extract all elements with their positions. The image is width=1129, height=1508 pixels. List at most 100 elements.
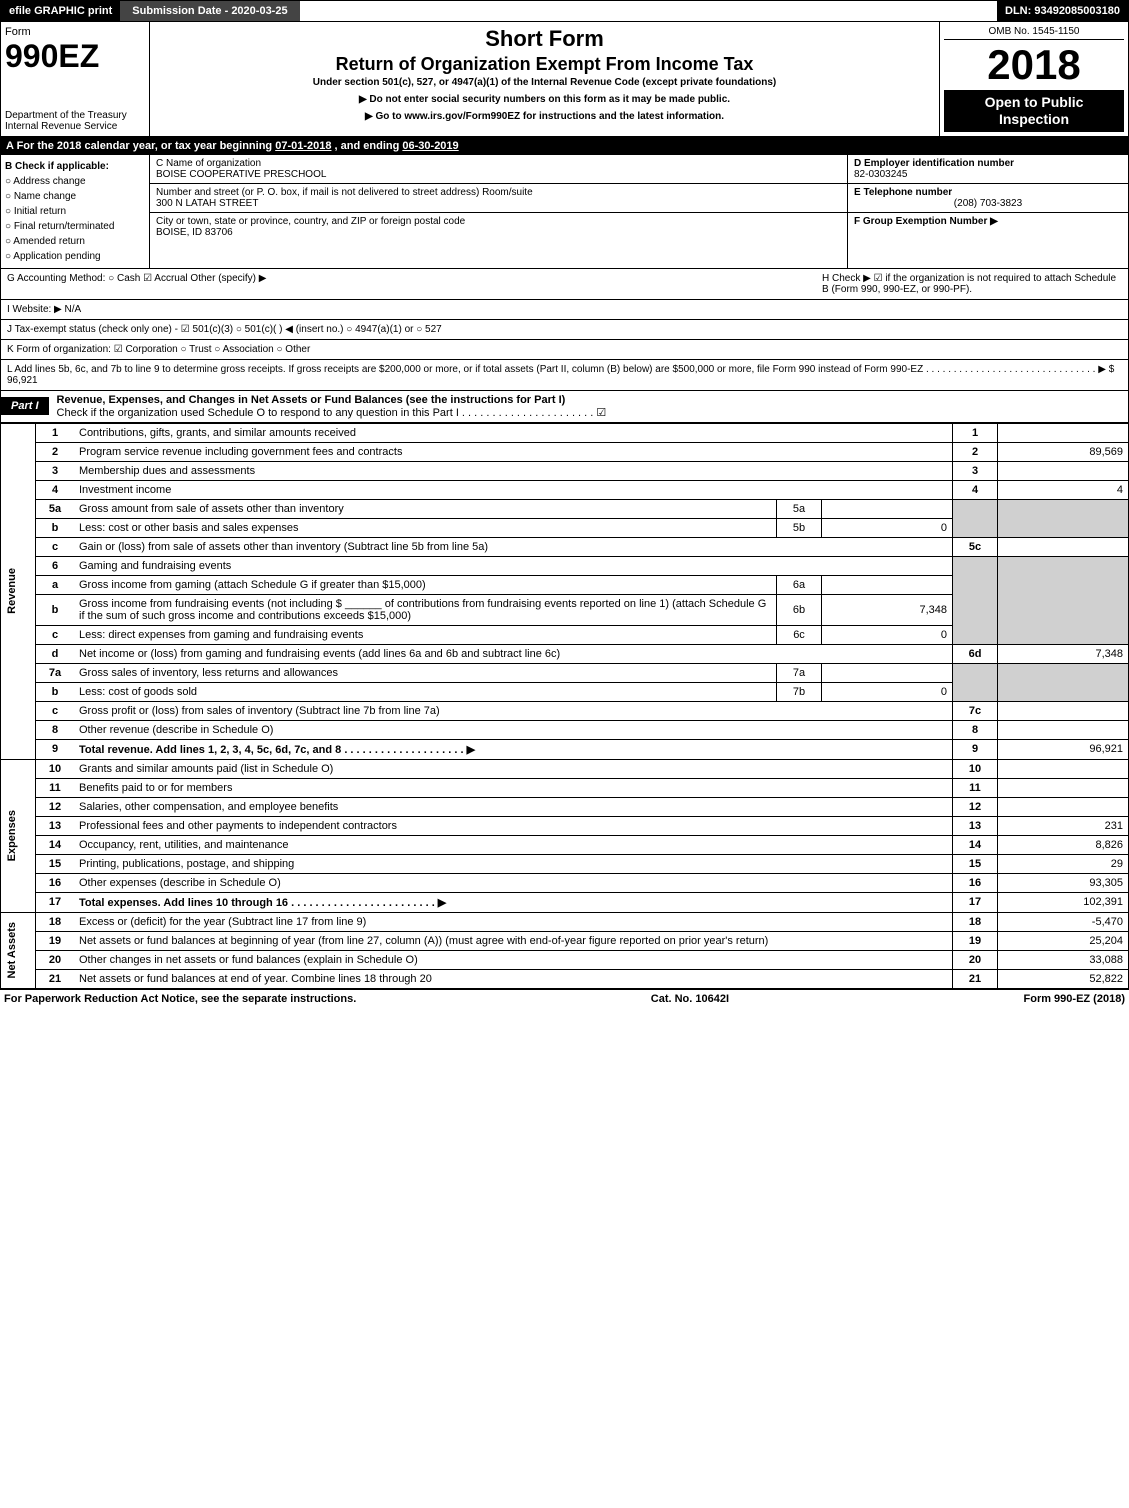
org-city: BOISE, ID 83706: [156, 227, 841, 238]
r20-val: 33,088: [998, 950, 1129, 969]
r6b-mv: 7,348: [822, 594, 953, 625]
r5c-val: [998, 537, 1129, 556]
check-amended: ○ Amended return: [5, 234, 145, 249]
form-number: 990EZ: [5, 40, 145, 72]
r7a-gray2: [998, 663, 1129, 701]
r15-num: 15: [36, 854, 75, 873]
footer-right: Form 990-EZ (2018): [1024, 993, 1125, 1005]
row-5a: 5a Gross amount from sale of assets othe…: [1, 499, 1129, 518]
r13-text: Professional fees and other payments to …: [79, 820, 397, 832]
r17-rn: 17: [953, 892, 998, 912]
r10-val: [998, 759, 1129, 778]
r14-val: 8,826: [998, 835, 1129, 854]
taxyear-begin: 07-01-2018: [275, 140, 331, 152]
footer-mid: Cat. No. 10642I: [651, 993, 729, 1005]
check-pending: ○ Application pending: [5, 249, 145, 264]
row-4: 4 Investment income 4 4: [1, 480, 1129, 499]
r20-num: 20: [36, 950, 75, 969]
r19-num: 19: [36, 931, 75, 950]
org-name-row: C Name of organization BOISE COOPERATIVE…: [150, 155, 847, 184]
r4-text: Investment income: [79, 484, 171, 496]
section-b-checks: B Check if applicable: ○ Address change …: [1, 155, 150, 268]
r6b-mn: 6b: [777, 594, 822, 625]
short-form-title: Short Form: [156, 26, 933, 52]
row-11: 11 Benefits paid to or for members 11: [1, 778, 1129, 797]
line-l: L Add lines 5b, 6c, and 7b to line 9 to …: [0, 360, 1129, 391]
line-g-h: G Accounting Method: ○ Cash ☑ Accrual Ot…: [0, 269, 1129, 300]
org-city-label: City or town, state or province, country…: [156, 216, 841, 227]
r10-text: Grants and similar amounts paid (list in…: [79, 763, 333, 775]
row-7c: c Gross profit or (loss) from sales of i…: [1, 701, 1129, 720]
check-amended-label: Amended return: [13, 236, 85, 247]
r5c-rn: 5c: [953, 537, 998, 556]
side-revenue: Revenue: [1, 423, 36, 759]
group-label: F Group Exemption Number ▶: [854, 216, 1122, 227]
r14-text: Occupancy, rent, utilities, and maintena…: [79, 839, 289, 851]
r19-text: Net assets or fund balances at beginning…: [79, 935, 768, 947]
r21-rn: 21: [953, 969, 998, 988]
header-left: Form 990EZ Department of the Treasury In…: [1, 22, 150, 136]
efile-label: efile GRAPHIC print: [1, 1, 120, 21]
r6a-text: Gross income from gaming (attach Schedul…: [79, 579, 426, 591]
org-city-row: City or town, state or province, country…: [150, 213, 847, 241]
r8-rn: 8: [953, 720, 998, 739]
ein-row: D Employer identification number 82-0303…: [848, 155, 1128, 184]
r13-rn: 13: [953, 816, 998, 835]
row-7a: 7a Gross sales of inventory, less return…: [1, 663, 1129, 682]
notice-link: ▶ Go to www.irs.gov/Form990EZ for instru…: [156, 111, 933, 122]
r9-rn: 9: [953, 739, 998, 759]
org-addr-row: Number and street (or P. O. box, if mail…: [150, 184, 847, 213]
side-netassets-label: Net Assets: [6, 922, 18, 978]
r7a-num: 7a: [36, 663, 75, 682]
r18-text: Excess or (deficit) for the year (Subtra…: [79, 916, 366, 928]
r10-num: 10: [36, 759, 75, 778]
r1-num: 1: [36, 423, 75, 442]
row-13: 13 Professional fees and other payments …: [1, 816, 1129, 835]
row-10: Expenses 10 Grants and similar amounts p…: [1, 759, 1129, 778]
r16-val: 93,305: [998, 873, 1129, 892]
r5b-mn: 5b: [777, 518, 822, 537]
check-address: ○ Address change: [5, 174, 145, 189]
tax-year: 2018: [944, 44, 1124, 86]
info-grid: B Check if applicable: ○ Address change …: [0, 155, 1129, 269]
row-14: 14 Occupancy, rent, utilities, and maint…: [1, 835, 1129, 854]
r4-val: 4: [998, 480, 1129, 499]
row-2: 2 Program service revenue including gove…: [1, 442, 1129, 461]
r2-val: 89,569: [998, 442, 1129, 461]
r5c-text: Gain or (loss) from sale of assets other…: [79, 541, 488, 553]
r7c-text: Gross profit or (loss) from sales of inv…: [79, 705, 440, 717]
row-19: 19 Net assets or fund balances at beginn…: [1, 931, 1129, 950]
r1-rn: 1: [953, 423, 998, 442]
row-5c: c Gain or (loss) from sale of assets oth…: [1, 537, 1129, 556]
r5a-num: 5a: [36, 499, 75, 518]
r7a-mv: [822, 663, 953, 682]
row-12: 12 Salaries, other compensation, and emp…: [1, 797, 1129, 816]
r17-val: 102,391: [998, 892, 1129, 912]
r7a-gray: [953, 663, 998, 701]
taxyear-prefix: A For the 2018 calendar year, or tax yea…: [6, 140, 275, 152]
row-15: 15 Printing, publications, postage, and …: [1, 854, 1129, 873]
r7b-mv: 0: [822, 682, 953, 701]
r6a-num: a: [36, 575, 75, 594]
ein-value: 82-0303245: [854, 169, 1122, 180]
row-6: 6 Gaming and fundraising events: [1, 556, 1129, 575]
r15-val: 29: [998, 854, 1129, 873]
checks-header: B Check if applicable:: [5, 159, 145, 174]
side-revenue-label: Revenue: [6, 568, 18, 614]
r12-num: 12: [36, 797, 75, 816]
submission-date: Submission Date - 2020-03-25: [120, 1, 299, 21]
r21-num: 21: [36, 969, 75, 988]
r6c-text: Less: direct expenses from gaming and fu…: [79, 629, 363, 641]
r16-rn: 16: [953, 873, 998, 892]
r6d-rn: 6d: [953, 644, 998, 663]
r5a-text: Gross amount from sale of assets other t…: [79, 503, 344, 515]
r6b-num: b: [36, 594, 75, 625]
r6a-mv: [822, 575, 953, 594]
side-expenses-label: Expenses: [6, 810, 18, 861]
row-17: 17 Total expenses. Add lines 10 through …: [1, 892, 1129, 912]
r18-rn: 18: [953, 912, 998, 931]
r5a-gray2: [998, 499, 1129, 537]
r12-text: Salaries, other compensation, and employ…: [79, 801, 338, 813]
r16-text: Other expenses (describe in Schedule O): [79, 877, 281, 889]
taxyear-end: 06-30-2019: [402, 140, 458, 152]
